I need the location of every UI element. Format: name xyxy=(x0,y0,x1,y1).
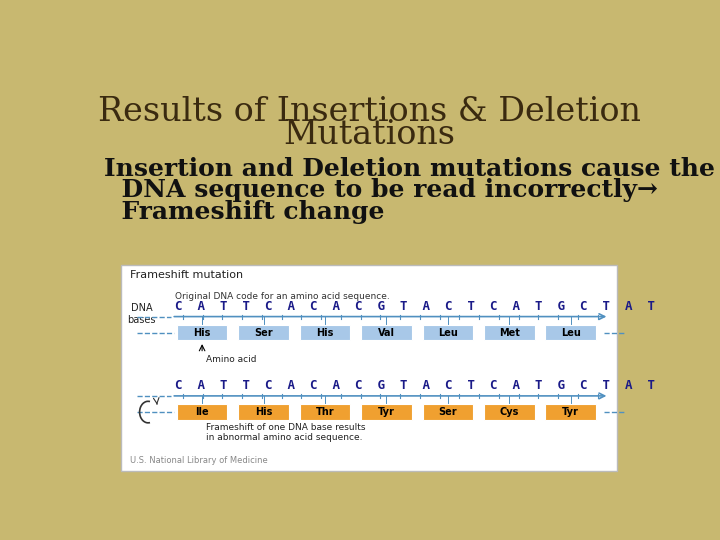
FancyBboxPatch shape xyxy=(300,325,351,340)
Text: DNA sequence to be read incorrectly→: DNA sequence to be read incorrectly→ xyxy=(104,178,658,202)
FancyBboxPatch shape xyxy=(546,404,596,420)
FancyBboxPatch shape xyxy=(176,325,228,340)
FancyBboxPatch shape xyxy=(423,404,473,420)
Text: Met: Met xyxy=(499,328,520,338)
Text: Tyr: Tyr xyxy=(562,407,579,417)
Text: C  A  T  T  C  A  C  A  C  G  T  A  C  T  C  A  T  G  C  T  A  T: C A T T C A C A C G T A C T C A T G C T … xyxy=(175,300,655,313)
FancyBboxPatch shape xyxy=(361,325,412,340)
Text: in abnormal amino acid sequence.: in abnormal amino acid sequence. xyxy=(206,433,362,442)
Text: His: His xyxy=(255,407,272,417)
FancyBboxPatch shape xyxy=(484,325,535,340)
Text: Mutations: Mutations xyxy=(283,119,455,151)
FancyBboxPatch shape xyxy=(423,325,473,340)
Bar xyxy=(121,265,617,471)
Text: U.S. National Library of Medicine: U.S. National Library of Medicine xyxy=(130,456,268,465)
Text: Ile: Ile xyxy=(195,407,209,417)
Text: Frameshift mutation: Frameshift mutation xyxy=(130,269,243,280)
Text: Leu: Leu xyxy=(438,328,458,338)
Text: Ser: Ser xyxy=(438,407,457,417)
Text: Amino acid: Amino acid xyxy=(206,355,256,364)
Text: Cys: Cys xyxy=(500,407,519,417)
FancyBboxPatch shape xyxy=(484,404,535,420)
Text: Results of Insertions & Deletion: Results of Insertions & Deletion xyxy=(98,96,640,127)
Text: C  A  T  T  C  A  C  A  C  G  T  A  C  T  C  A  T  G  C  T  A  T: C A T T C A C A C G T A C T C A T G C T … xyxy=(175,379,655,392)
FancyBboxPatch shape xyxy=(238,325,289,340)
Text: Thr: Thr xyxy=(315,407,334,417)
Text: DNA
bases: DNA bases xyxy=(127,303,156,325)
FancyBboxPatch shape xyxy=(176,404,228,420)
FancyBboxPatch shape xyxy=(546,325,596,340)
Text: Insertion and Deletion mutations cause the: Insertion and Deletion mutations cause t… xyxy=(104,157,715,181)
Text: Leu: Leu xyxy=(561,328,581,338)
Text: His: His xyxy=(316,328,333,338)
Text: Ser: Ser xyxy=(254,328,273,338)
Text: Frameshift change: Frameshift change xyxy=(104,200,384,224)
Text: Frameshift of one DNA base results: Frameshift of one DNA base results xyxy=(206,423,366,432)
Text: Val: Val xyxy=(378,328,395,338)
Text: Tyr: Tyr xyxy=(378,407,395,417)
Text: His: His xyxy=(194,328,211,338)
FancyBboxPatch shape xyxy=(300,404,351,420)
FancyBboxPatch shape xyxy=(238,404,289,420)
Text: Original DNA code for an amino acid sequence.: Original DNA code for an amino acid sequ… xyxy=(175,292,390,301)
FancyBboxPatch shape xyxy=(361,404,412,420)
